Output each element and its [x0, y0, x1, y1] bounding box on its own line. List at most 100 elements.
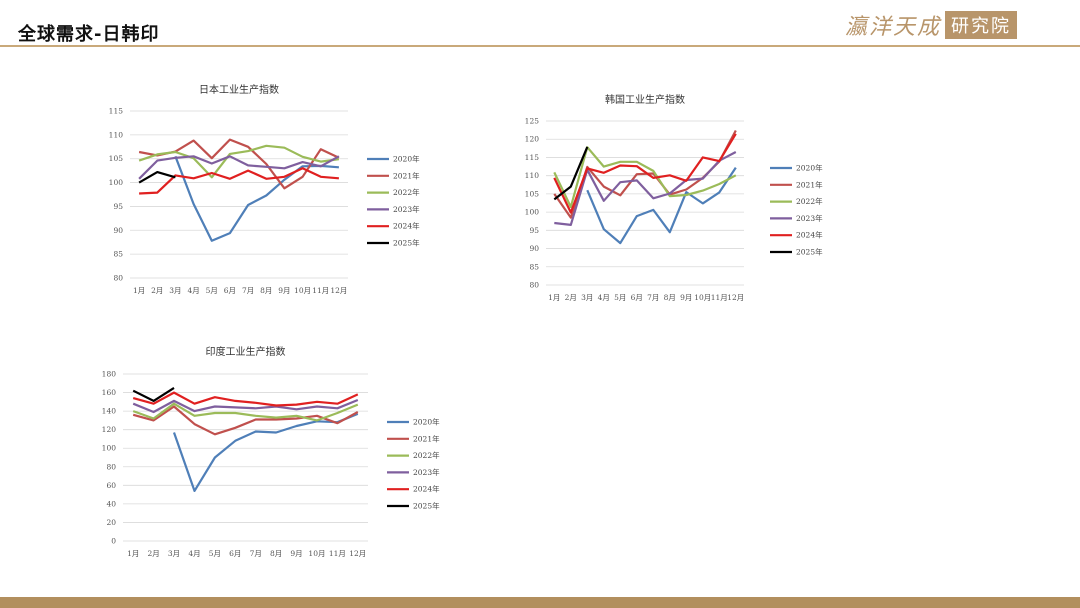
y-tick-label: 60	[106, 481, 116, 490]
series-line-2021年	[132, 405, 359, 436]
x-tick-label: 9月	[278, 286, 290, 295]
x-tick-label: 11月	[312, 286, 329, 295]
brand-logo: 瀛洋天成 研究院	[845, 11, 1018, 40]
y-tick-label: 95	[113, 202, 123, 211]
y-tick-label: 140	[102, 407, 117, 416]
legend-label: 2023年	[413, 467, 440, 477]
x-tick-label: 1月	[127, 549, 139, 558]
legend-label: 2021年	[796, 179, 823, 189]
series-line-2025年	[553, 146, 589, 201]
legend-label: 2025年	[413, 501, 440, 511]
series-line-2025年	[132, 386, 175, 402]
y-tick-label: 160	[102, 388, 117, 397]
y-tick-label: 100	[525, 208, 540, 217]
y-tick-label: 95	[529, 226, 539, 235]
header-divider	[0, 45, 1080, 47]
x-tick-label: 2月	[147, 549, 159, 558]
y-tick-label: 100	[102, 444, 117, 453]
y-tick-label: 80	[106, 462, 116, 471]
x-tick-label: 9月	[290, 549, 302, 558]
chart-title: 印度工业生产指数	[206, 345, 286, 358]
x-tick-label: 6月	[229, 549, 241, 558]
x-tick-label: 1月	[548, 293, 560, 302]
series-line-2020年	[172, 412, 359, 492]
legend-label: 2025年	[796, 247, 823, 257]
legend-label: 2025年	[393, 238, 420, 248]
x-tick-label: 5月	[206, 286, 218, 295]
series-line-2023年	[554, 151, 737, 226]
x-tick-label: 4月	[598, 293, 610, 302]
x-tick-label: 6月	[631, 293, 643, 302]
x-tick-label: 12月	[330, 286, 347, 295]
y-tick-label: 85	[529, 262, 539, 271]
series-line-2024年	[132, 391, 359, 407]
legend-label: 2024年	[796, 230, 823, 240]
y-tick-label: 40	[106, 499, 116, 508]
x-tick-label: 5月	[209, 549, 221, 558]
logo-script-text: 瀛洋天成	[845, 15, 942, 40]
x-tick-label: 12月	[727, 293, 744, 302]
series-line-2024年	[139, 167, 339, 195]
y-tick-label: 20	[106, 518, 116, 527]
footer-bar	[0, 597, 1080, 608]
y-tick-label: 100	[109, 178, 124, 187]
x-tick-label: 8月	[664, 293, 676, 302]
x-tick-label: 10月	[694, 293, 711, 302]
x-tick-label: 7月	[250, 549, 262, 558]
legend-label: 2022年	[796, 196, 823, 206]
x-tick-label: 3月	[168, 549, 180, 558]
x-tick-label: 3月	[169, 286, 181, 295]
x-tick-label: 1月	[133, 286, 145, 295]
series-line-2022年	[132, 402, 359, 422]
series-line-2025年	[138, 171, 176, 184]
x-tick-label: 4月	[187, 286, 199, 295]
series-line-2023年	[138, 155, 340, 180]
x-tick-label: 2月	[151, 286, 163, 295]
x-tick-label: 2月	[565, 293, 577, 302]
y-tick-label: 105	[109, 154, 124, 163]
x-tick-label: 5月	[614, 293, 626, 302]
y-tick-label: 0	[111, 537, 116, 546]
y-tick-label: 115	[525, 153, 540, 162]
page-title: 全球需求-日韩印	[18, 24, 160, 45]
x-tick-label: 10月	[294, 286, 311, 295]
legend-label: 2023年	[796, 213, 823, 223]
x-tick-label: 12月	[349, 549, 366, 558]
legend-label: 2020年	[796, 163, 823, 173]
chart-title: 韩国工业生产指数	[605, 93, 685, 106]
legend-label: 2020年	[393, 154, 420, 164]
legend-label: 2020年	[413, 417, 440, 427]
x-tick-label: 3月	[581, 293, 593, 302]
japan-chart: 日本工业生产指数 80 85 90 95 100 105 110 115 1月 2月 3月 4月 5月 6月…	[109, 83, 420, 295]
y-tick-label: 110	[525, 171, 540, 180]
series-line-2024年	[553, 133, 737, 214]
y-tick-label: 120	[525, 135, 540, 144]
y-tick-label: 110	[109, 130, 124, 139]
y-tick-label: 90	[529, 244, 539, 253]
y-tick-label: 90	[113, 226, 123, 235]
x-tick-label: 10月	[308, 549, 325, 558]
legend-label: 2022年	[393, 187, 420, 197]
korea-chart: 韩国工业生产指数 80 85 90 95 100 105 110 115 120 125 1月 2月 3月…	[525, 93, 823, 302]
y-tick-label: 80	[113, 274, 123, 283]
y-tick-label: 180	[102, 370, 117, 379]
y-tick-label: 120	[102, 425, 117, 434]
x-tick-label: 11月	[711, 293, 728, 302]
x-tick-label: 9月	[680, 293, 692, 302]
x-tick-label: 11月	[329, 549, 346, 558]
series-line-2020年	[174, 155, 339, 242]
legend-label: 2023年	[393, 204, 420, 214]
legend-label: 2021年	[413, 433, 440, 443]
x-tick-label: 7月	[242, 286, 254, 295]
legend-label: 2024年	[413, 484, 440, 494]
legend-label: 2022年	[413, 450, 440, 460]
legend-label: 2021年	[393, 170, 420, 180]
series-line-2022年	[553, 146, 737, 209]
legend-label: 2024年	[393, 221, 420, 231]
logo-box-text: 研究院	[945, 11, 1018, 39]
series-line-2023年	[132, 398, 359, 414]
y-tick-label: 125	[525, 117, 540, 126]
y-tick-label: 105	[525, 189, 540, 198]
y-tick-label: 85	[113, 250, 123, 259]
y-tick-label: 115	[109, 107, 124, 116]
